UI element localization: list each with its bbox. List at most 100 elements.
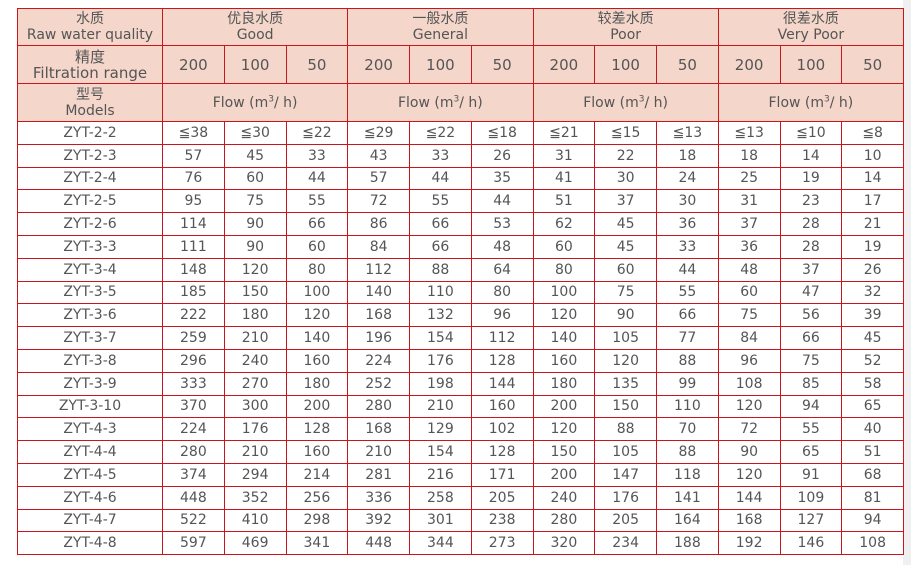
flow-cell: 66 xyxy=(409,212,472,236)
flow-cell: 36 xyxy=(717,234,781,259)
flow-sup: 3 xyxy=(268,93,274,104)
flow-cell: 273 xyxy=(470,531,534,556)
model-cell: ZYT-2-4 xyxy=(17,166,163,191)
flow-cell: 120 xyxy=(717,462,781,487)
flow-cell: 90 xyxy=(717,440,781,464)
flow-cell: 37 xyxy=(779,257,843,282)
filtration-range-cell: 200 xyxy=(162,45,225,84)
flow-cell: 128 xyxy=(470,440,534,464)
flow-cell: 31 xyxy=(532,143,596,168)
flow-cell: 374 xyxy=(162,462,225,487)
flow-cell: 259 xyxy=(162,326,225,350)
flow-cell: 128 xyxy=(470,348,534,373)
table-row: ZYT-3-9 333 270 180 252 198 144 180 135 99 108 85 58 xyxy=(17,371,905,396)
flow-cell: 84 xyxy=(717,326,781,350)
filtration-range-cell: 100 xyxy=(594,45,657,84)
flow-cell: 146 xyxy=(779,531,843,556)
flow-cell: 176 xyxy=(594,485,657,510)
flow-suffix: / h) xyxy=(829,94,854,111)
flow-cell: 77 xyxy=(656,326,719,350)
flow-cell: 120 xyxy=(717,394,781,419)
flow-cell: 200 xyxy=(532,462,596,487)
flow-cell: 31 xyxy=(717,189,781,214)
flow-cell: 66 xyxy=(656,303,719,328)
flow-cell: 448 xyxy=(162,485,225,510)
flow-cell: 37 xyxy=(594,189,657,214)
flow-cell: 33 xyxy=(285,143,349,168)
flow-cell: ≦13 xyxy=(656,121,719,145)
flow-cell: 154 xyxy=(409,440,472,464)
table-row: ZYT-2-3 57 45 33 43 33 26 31 22 18 18 14 10 xyxy=(17,143,905,168)
flow-cell: 280 xyxy=(532,508,596,533)
flow-cell: 48 xyxy=(470,234,534,259)
flow-cell: 25 xyxy=(717,166,781,191)
flow-label: Flow (m xyxy=(583,94,639,111)
model-cell: ZYT-3-9 xyxy=(17,371,163,396)
flow-cell: 72 xyxy=(347,189,410,214)
flow-suffix: / h) xyxy=(644,94,668,111)
flow-unit-header: Flow (m3/ h) xyxy=(347,83,534,122)
flow-cell: 188 xyxy=(656,531,719,556)
table-row: ZYT-2-5 95 75 55 72 55 44 51 37 30 31 23 17 xyxy=(17,189,905,214)
flow-cell: 66 xyxy=(779,326,843,350)
flow-cell: 205 xyxy=(470,485,534,510)
flow-cell: 110 xyxy=(656,394,719,419)
flow-sup: 3 xyxy=(824,93,830,104)
model-cell: ZYT-2-5 xyxy=(17,189,163,214)
flow-cell: 410 xyxy=(223,508,287,533)
flow-cell: 192 xyxy=(717,531,781,556)
flow-cell: 81 xyxy=(841,485,905,510)
flow-cell: 171 xyxy=(470,462,534,487)
flow-cell: 60 xyxy=(594,257,657,282)
flow-cell: 35 xyxy=(470,166,534,191)
flow-cell: 86 xyxy=(347,212,410,236)
flow-cell: ≦15 xyxy=(594,121,657,145)
flow-sup: 3 xyxy=(453,93,460,104)
flow-cell: 300 xyxy=(223,394,287,419)
flow-cell: 58 xyxy=(841,371,905,396)
flow-cell: 75 xyxy=(223,189,287,214)
flow-cell: 200 xyxy=(285,394,349,419)
model-cell: ZYT-3-5 xyxy=(17,280,163,305)
flow-cell: 95 xyxy=(162,189,225,214)
flow-cell: 185 xyxy=(162,280,225,305)
filtration-range-cell: 50 xyxy=(656,45,719,84)
model-cell: ZYT-4-8 xyxy=(17,531,163,556)
flow-cell: 120 xyxy=(532,303,596,328)
flow-cell: 32 xyxy=(841,280,905,305)
flow-cell: 75 xyxy=(779,348,843,373)
flow-cell: 18 xyxy=(717,143,781,168)
flow-cell: 210 xyxy=(409,394,472,419)
flow-cell: 55 xyxy=(779,417,843,442)
filtration-range-cell: 200 xyxy=(717,45,781,84)
models-label-en: Models xyxy=(65,102,115,119)
flow-cell: 75 xyxy=(717,303,781,328)
flow-cell: 140 xyxy=(285,326,349,350)
flow-cell: 164 xyxy=(656,508,719,533)
flow-cell: 294 xyxy=(223,462,287,487)
flow-cell: 66 xyxy=(285,212,349,236)
flow-cell: 44 xyxy=(409,166,472,191)
flow-cell: 19 xyxy=(841,234,905,259)
table-row: ZYT-3-8 296 240 160 224 176 128 160 120 88 96 75 52 xyxy=(17,348,905,373)
flow-cell: 102 xyxy=(470,417,534,442)
flow-cell: 180 xyxy=(285,371,349,396)
flow-cell: 57 xyxy=(347,166,410,191)
flow-cell: 51 xyxy=(841,440,905,464)
page-edge xyxy=(903,0,911,565)
table-row: ZYT-3-5 185 150 100 140 110 80 100 75 55 60 47 32 xyxy=(17,280,905,305)
quality-label: 水质 Raw water quality xyxy=(17,8,163,46)
flow-cell: 341 xyxy=(285,531,349,556)
flow-cell: ≦38 xyxy=(162,121,225,145)
flow-label: Flow (m xyxy=(212,94,269,111)
flow-cell: 43 xyxy=(347,143,410,168)
flow-cell: 112 xyxy=(470,326,534,350)
group-en: Very Poor xyxy=(777,27,845,43)
table-row: ZYT-2-4 76 60 44 57 44 35 41 30 24 25 19 14 xyxy=(17,166,905,191)
filtration-label-en: Filtration range xyxy=(32,63,148,82)
flow-cell: 80 xyxy=(532,257,596,282)
flow-cell: 256 xyxy=(285,485,349,510)
quality-group-header: 很差水质 Very Poor xyxy=(717,8,905,46)
filtration-label: 精度 Filtration range xyxy=(17,45,163,84)
flow-cell: 45 xyxy=(594,234,657,259)
